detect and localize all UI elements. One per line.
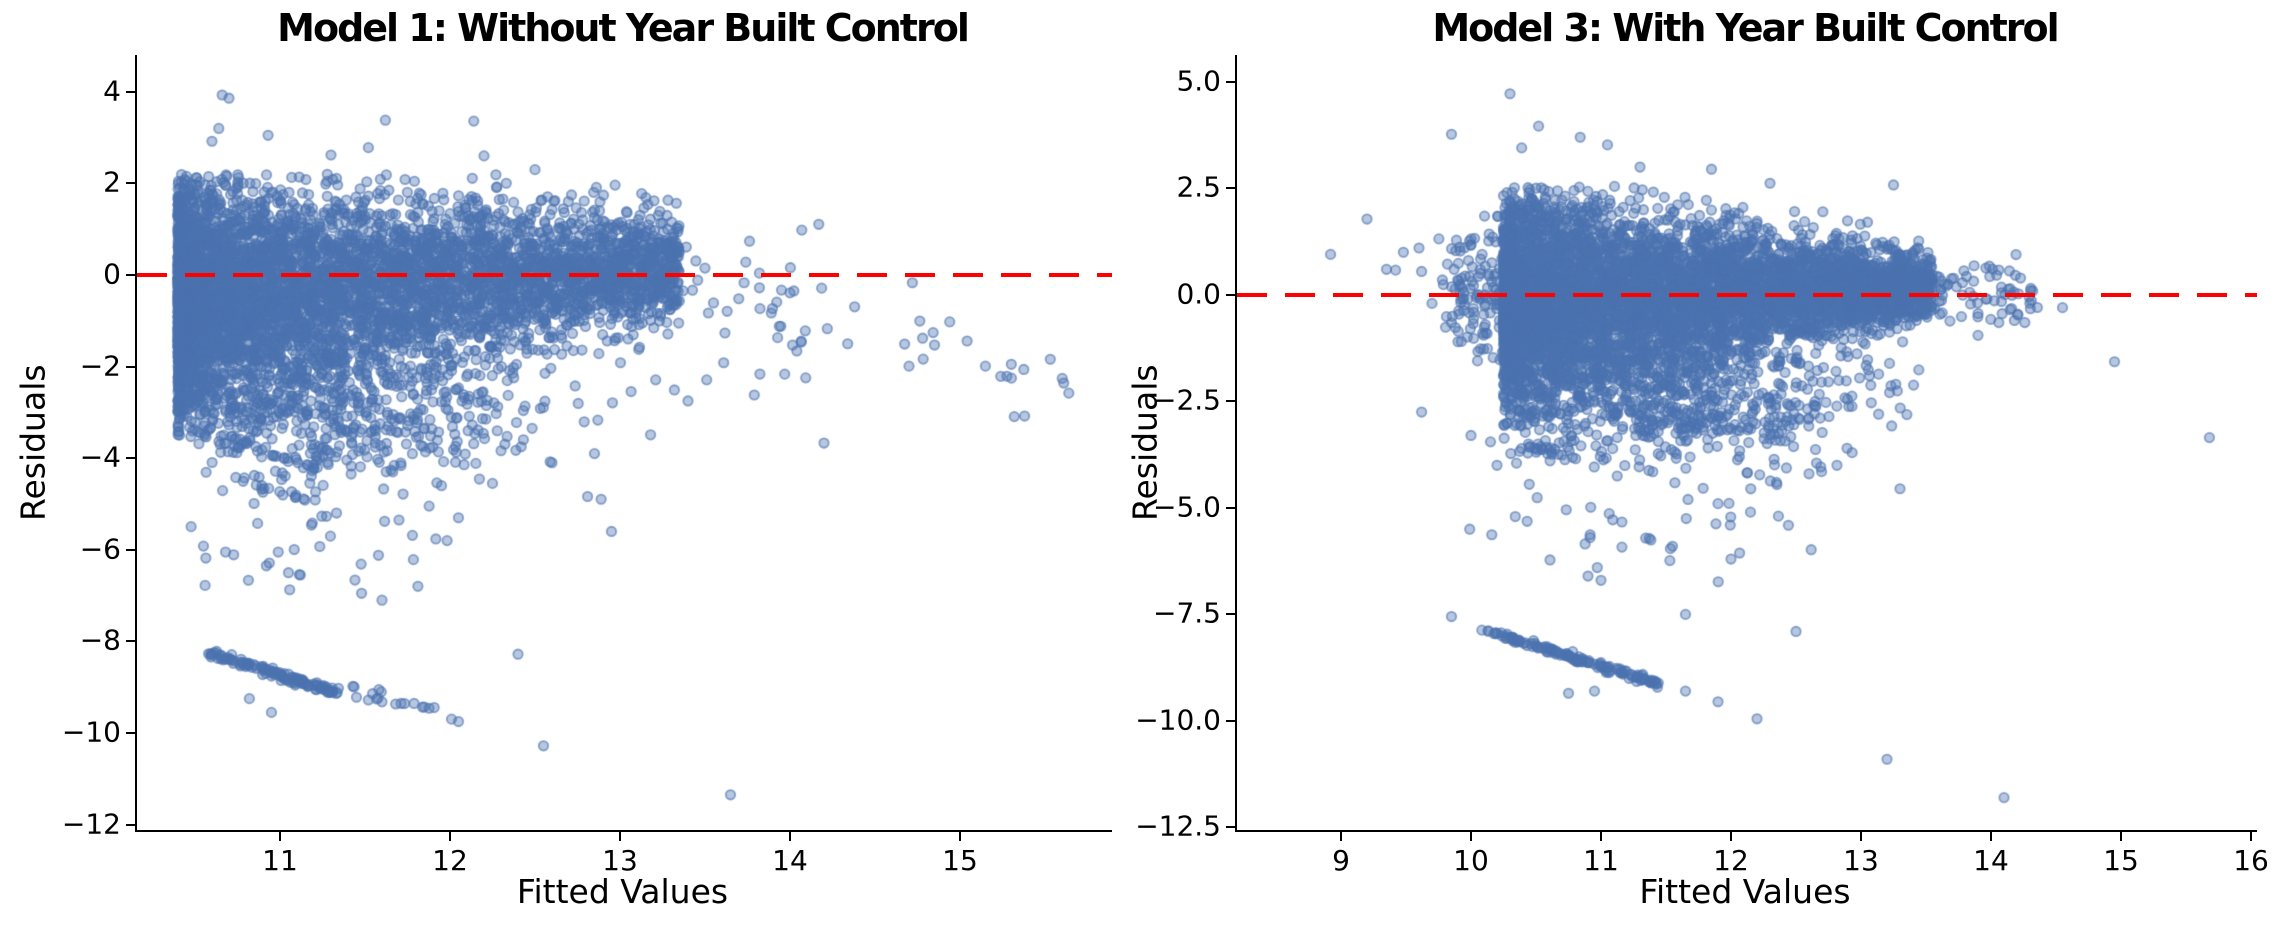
model1-title: Model 1: Without Year Built Control xyxy=(277,6,970,50)
x-tick-label: 11 xyxy=(1583,844,1619,877)
x-tick-mark xyxy=(1470,832,1472,841)
y-tick-label: 5.0 xyxy=(1176,64,1221,98)
x-tick-label: 9 xyxy=(1332,844,1350,877)
x-tick-mark xyxy=(1600,832,1602,841)
x-tick-label: 15 xyxy=(942,844,978,877)
y-tick-label: −10 xyxy=(61,715,121,749)
y-tick-mark xyxy=(1226,187,1235,190)
model3-plot-area: 9 10 11 12 13 14 15 16 5.0 2.5 0.0 −2.5 −5.0 −7.5 −10.… xyxy=(1135,55,2269,876)
y-tick-mark xyxy=(126,548,135,551)
model3-x-axis-label: Fitted Values xyxy=(1639,872,1851,911)
x-tick-label: 14 xyxy=(1973,844,2009,877)
x-tick-label: 16 xyxy=(2233,844,2269,877)
y-tick-label: −2 xyxy=(79,349,121,383)
y-tick-label: −10.0 xyxy=(1135,703,1221,737)
x-tick-label: 12 xyxy=(432,844,468,877)
x-tick-mark xyxy=(448,832,451,841)
y-tick-label: −7.5 xyxy=(1153,597,1221,631)
x-tick-mark xyxy=(1990,832,1992,841)
y-tick-label: −12 xyxy=(61,807,121,841)
y-tick-mark xyxy=(1226,80,1235,83)
x-tick-label: 13 xyxy=(1843,844,1879,877)
y-tick-label: −12.5 xyxy=(1135,810,1221,844)
model3-title: Model 3: With Year Built Control xyxy=(1432,6,2059,50)
y-tick-mark xyxy=(126,273,135,276)
x-tick-mark xyxy=(2250,832,2253,841)
x-tick-mark xyxy=(2120,832,2123,841)
y-tick-mark xyxy=(126,640,135,643)
y-tick-label: −5.0 xyxy=(1153,490,1221,524)
y-tick-label: −8 xyxy=(79,623,121,657)
model1-y-axis-label: Residuals xyxy=(13,364,53,521)
y-tick-mark xyxy=(1226,506,1235,509)
x-tick-label: 11 xyxy=(262,844,298,877)
y-tick-label: 4 xyxy=(103,74,121,108)
x-tick-label: 13 xyxy=(602,844,638,877)
y-tick-mark xyxy=(1226,826,1235,829)
x-tick-mark xyxy=(278,832,281,841)
y-tick-label: 2 xyxy=(103,165,121,199)
y-tick-label: −4 xyxy=(79,440,121,474)
y-tick-mark xyxy=(1226,293,1235,296)
x-tick-label: 10 xyxy=(1453,844,1489,877)
x-tick-mark xyxy=(959,832,961,841)
y-tick-mark xyxy=(126,90,135,93)
y-tick-mark xyxy=(126,365,135,368)
x-tick-mark xyxy=(618,832,621,841)
x-tick-mark xyxy=(1340,832,1342,841)
x-tick-label: 15 xyxy=(2103,844,2139,877)
y-tick-label: 0.0 xyxy=(1176,277,1221,311)
y-tick-mark xyxy=(126,823,135,826)
x-tick-mark xyxy=(1860,832,1862,841)
model1-plot-area: 11 12 13 14 15 4 2 0 −2 −4 −6 −8 −10 −12 xyxy=(62,55,1112,876)
y-tick-label: 2.5 xyxy=(1176,170,1221,204)
y-tick-mark xyxy=(1226,400,1235,403)
x-tick-mark xyxy=(1730,832,1732,841)
y-tick-mark xyxy=(126,731,135,734)
x-tick-mark xyxy=(789,832,791,841)
y-tick-label: −6 xyxy=(79,532,121,566)
y-tick-mark xyxy=(126,182,135,185)
y-tick-mark xyxy=(1226,719,1235,722)
y-tick-label: −2.5 xyxy=(1153,383,1221,417)
x-tick-label: 14 xyxy=(772,844,808,877)
y-tick-label: 0 xyxy=(103,257,121,291)
model1-x-axis-label: Fitted Values xyxy=(516,872,729,911)
x-tick-label: 12 xyxy=(1713,844,1749,877)
model1-zero-reference-line xyxy=(137,272,1112,277)
model3-scatter-canvas xyxy=(1237,55,2257,830)
model3-zero-reference-line xyxy=(1237,292,2257,297)
model1-scatter-canvas xyxy=(137,55,1112,830)
y-tick-mark xyxy=(1226,613,1235,616)
y-tick-mark xyxy=(126,457,135,460)
